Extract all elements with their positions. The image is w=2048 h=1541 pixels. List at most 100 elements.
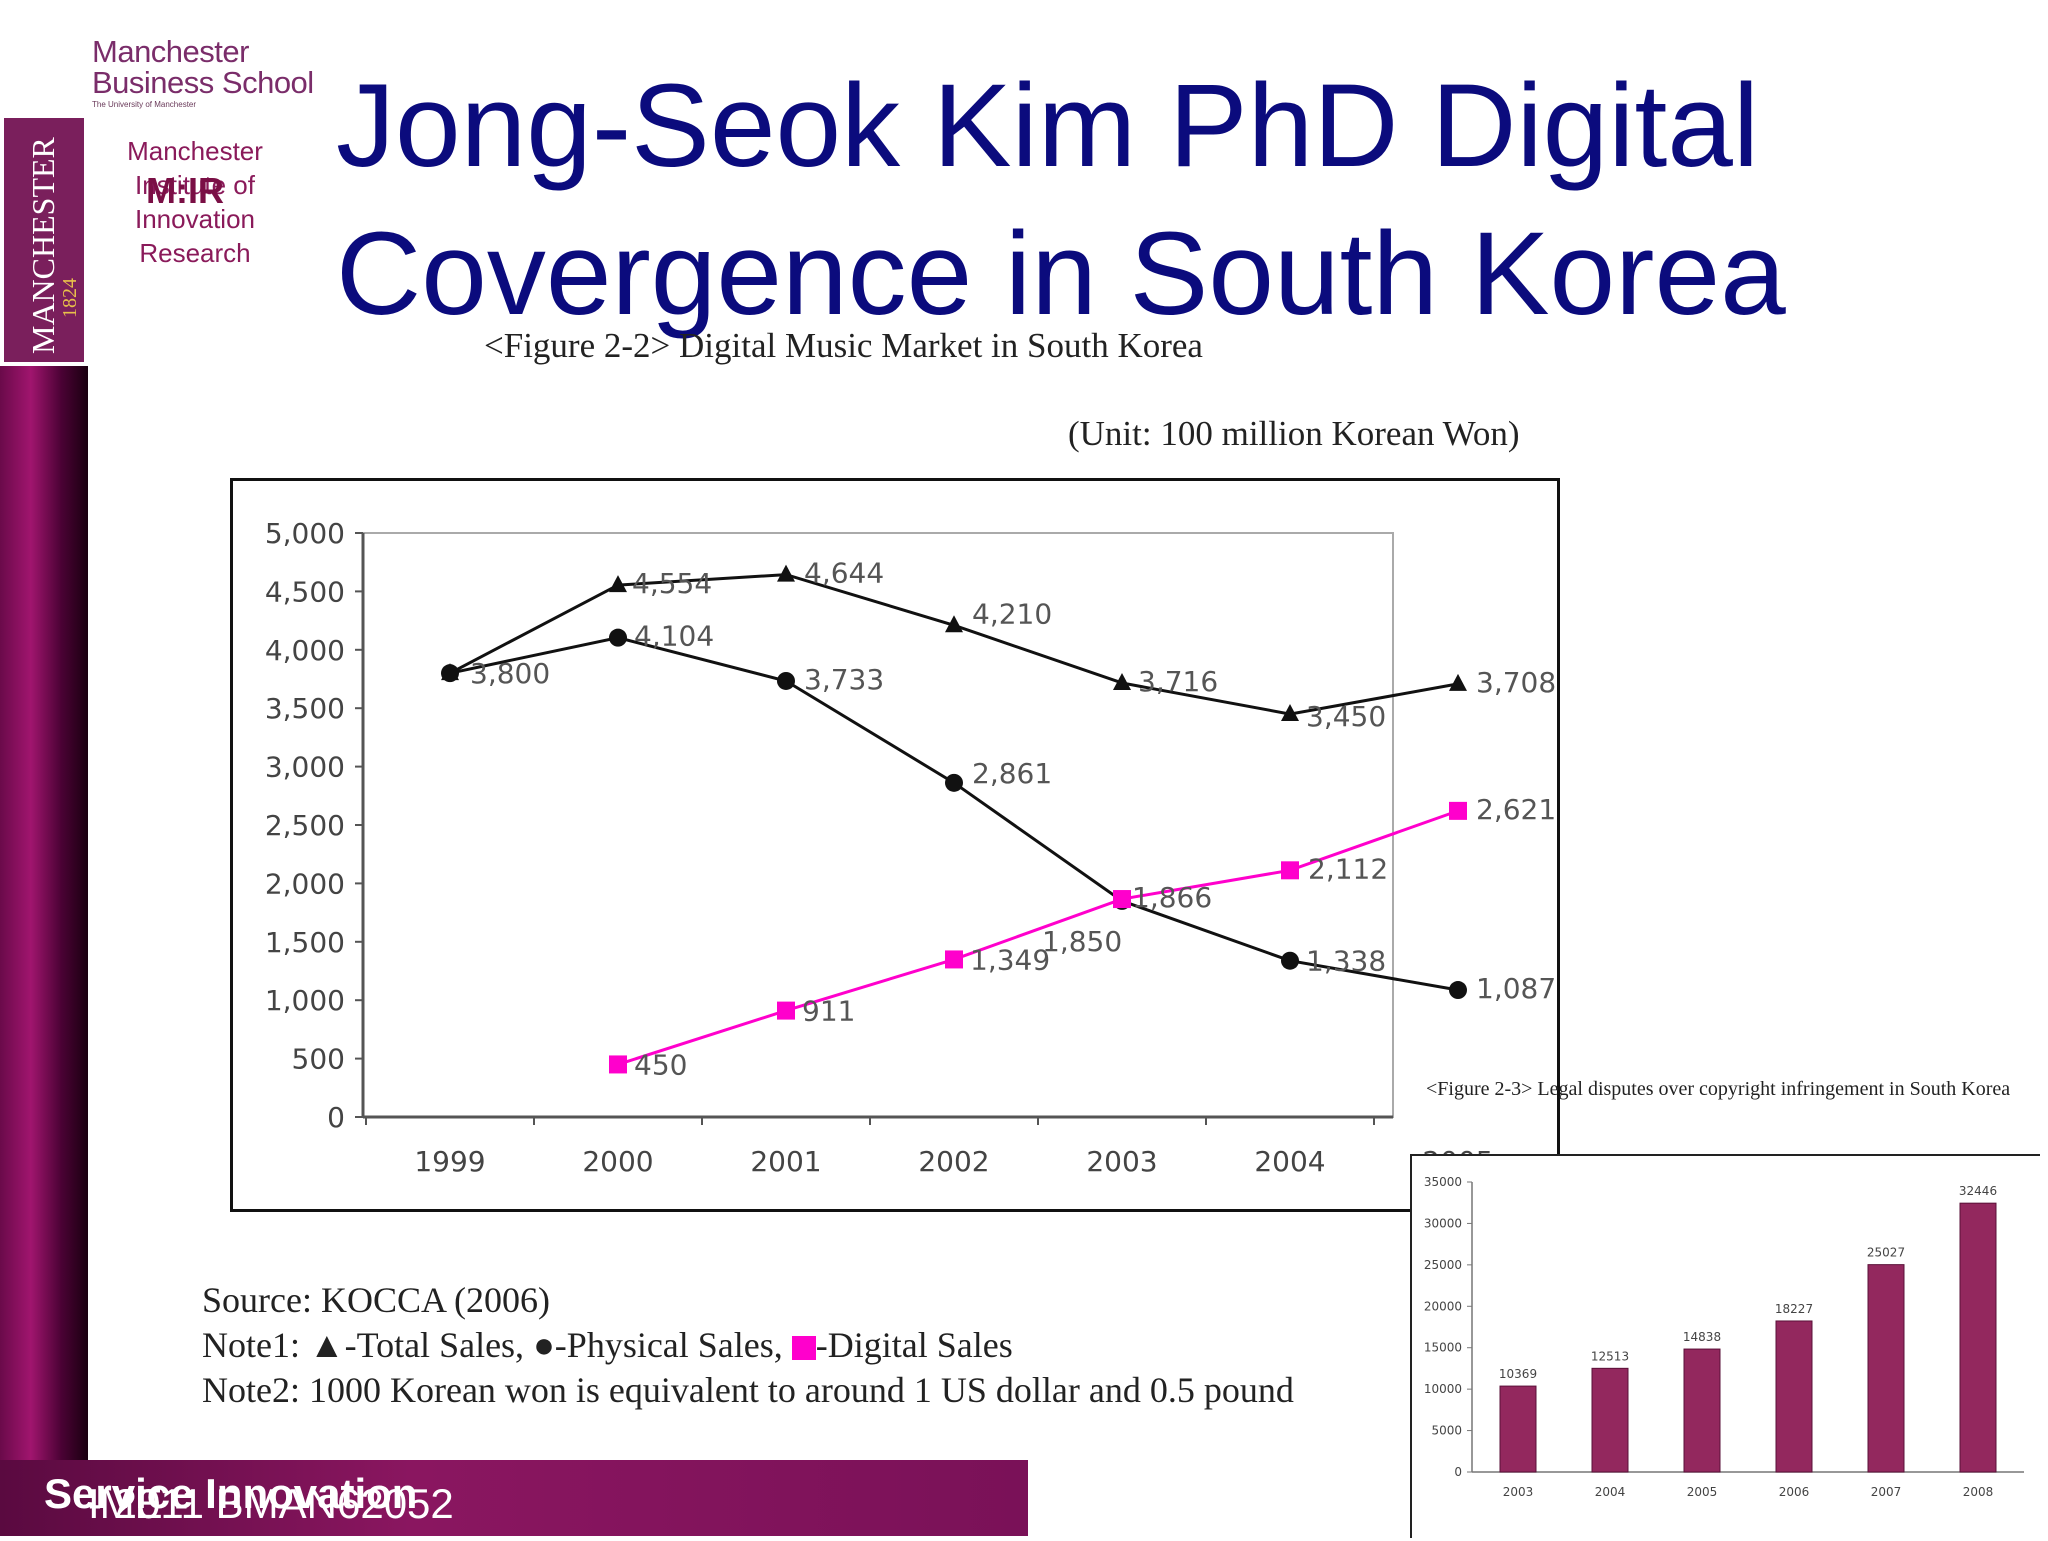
marker-total — [945, 615, 963, 633]
note1-total: ▲-Total Sales, — [308, 1325, 534, 1365]
marker-physical — [945, 773, 963, 792]
footer-suffix: - 2011 BMAN62052 — [88, 1480, 454, 1527]
data-label-physical: 4,104 — [634, 620, 714, 653]
y-tick-label: 2,000 — [265, 867, 345, 900]
y-tick-label: 3,500 — [265, 692, 345, 725]
marker-physical — [441, 664, 459, 683]
footer-bar: IME - Service Innovation - 2011 BMAN6205… — [0, 1460, 1028, 1536]
bar — [1867, 1264, 1905, 1473]
data-label-physical: 1,338 — [1306, 945, 1386, 978]
figure1-notes: Source: KOCCA (2006) Note1: ▲-Total Sale… — [202, 1278, 1294, 1413]
left-sidebar-band — [0, 366, 88, 1470]
university-crest: MANCHESTER 1824 — [4, 118, 84, 362]
marker-digital — [609, 1055, 627, 1074]
bar-y-tick-label: 25000 — [1424, 1258, 1462, 1272]
bar-value-label: 18227 — [1775, 1302, 1813, 1316]
marker-digital — [1449, 801, 1467, 820]
y-tick-label: 2,500 — [265, 809, 345, 842]
data-label-digital: 1,866 — [1132, 881, 1212, 914]
data-label-physical: 1,850 — [1042, 925, 1122, 958]
bar-category-label: 2004 — [1595, 1485, 1626, 1499]
miir-line4: Research — [139, 238, 251, 268]
marker-total — [1449, 673, 1467, 691]
slide-title: Jong-Seok Kim PhD Digital Covergence in … — [336, 52, 1786, 348]
marker-total — [1113, 672, 1131, 690]
marker-digital — [1113, 890, 1131, 909]
miir-line3: Innovation — [135, 204, 255, 234]
series-line-total — [449, 573, 1459, 716]
crest-year: 1824 — [59, 278, 81, 318]
marker-digital — [945, 950, 963, 969]
slide-title-line2: Covergence in South Korea — [336, 208, 1786, 340]
y-tick-label: 5,000 — [265, 517, 345, 550]
y-tick-label: 1,500 — [265, 926, 345, 959]
data-label-physical: 1,087 — [1476, 972, 1556, 1005]
series-line-physical — [449, 636, 1459, 992]
marker-total — [609, 575, 627, 593]
bar-category-label: 2007 — [1871, 1485, 1902, 1499]
bar-y-tick-label: 5000 — [1431, 1424, 1462, 1438]
mbs-logo-line3: The University of Manchester — [92, 100, 197, 109]
marker-digital — [1281, 861, 1299, 880]
figure1-caption: <Figure 2-2> Digital Music Market in Sou… — [484, 326, 1203, 365]
miir-logo: Manchester Institute of Innovation Resea… — [110, 134, 280, 270]
data-label-physical: 3,800 — [470, 657, 550, 690]
data-label-physical: 3,733 — [804, 663, 884, 696]
marker-total — [777, 564, 795, 582]
bar — [1775, 1320, 1813, 1473]
bar-y-tick-label: 15000 — [1424, 1341, 1462, 1355]
bar — [1499, 1385, 1537, 1473]
x-tick-label: 2003 — [1086, 1145, 1157, 1178]
bar — [1683, 1348, 1721, 1473]
mbs-logo-line1: Manchester — [92, 34, 249, 69]
footer-prefix: IME - — [88, 1480, 189, 1527]
note1-digital: -Digital Sales — [815, 1325, 1013, 1365]
marker-total — [1281, 704, 1299, 722]
marker-physical — [609, 628, 627, 647]
miir-line1: Manchester — [127, 136, 263, 166]
figure1-note1: Note1: ▲-Total Sales, ●-Physical Sales, … — [202, 1323, 1294, 1368]
figure1-unit: (Unit: 100 million Korean Won) — [1068, 414, 1520, 453]
line-chart-frame: 0 500 1,000 1,500 2,000 2,500 3,000 3,500 4,000 4… — [230, 478, 1560, 1212]
bar-y-tick-label: 20000 — [1424, 1299, 1462, 1313]
footer-bold: Service Innovation — [44, 1470, 418, 1517]
plot-area-border — [362, 532, 1394, 1118]
crest-graphic: MANCHESTER 1824 — [25, 136, 81, 354]
data-label-physical: 2,861 — [972, 757, 1052, 790]
bar-value-label: 10369 — [1499, 1367, 1537, 1381]
line-chart: 0 500 1,000 1,500 2,000 2,500 3,000 3,500 4,000 4… — [265, 517, 1556, 1178]
bar-category-label: 2005 — [1687, 1485, 1718, 1499]
bar-category-label: 2003 — [1503, 1485, 1534, 1499]
bar-chart-frame: 0 5000 10000 15000 20000 25000 30000 35000 10369… — [1410, 1154, 2040, 1538]
bar-chart: 0 5000 10000 15000 20000 25000 30000 35000 10369… — [1424, 1175, 2024, 1499]
data-label-total: 3,450 — [1306, 700, 1386, 733]
slide-title-line1: Jong-Seok Kim PhD Digital — [336, 60, 1760, 192]
mbs-logo-line2: Business School — [92, 65, 314, 100]
bar-y-tick-label: 30000 — [1424, 1216, 1462, 1230]
bar-y-tick-label: 0 — [1454, 1465, 1462, 1479]
bar-value-label: 14838 — [1683, 1330, 1721, 1344]
note1-prefix: Note1: — [202, 1325, 309, 1365]
data-label-total: 4,644 — [804, 557, 884, 590]
data-label-digital: 2,621 — [1476, 793, 1556, 826]
x-tick-label: 2002 — [918, 1145, 989, 1178]
series-line-digital — [617, 809, 1459, 1066]
crest-text: MANCHESTER — [25, 136, 61, 354]
data-label-total: 4,210 — [972, 597, 1052, 630]
data-label-total: 3,708 — [1476, 666, 1556, 699]
footer-text: IME - Service Innovation - 2011 BMAN6205… — [44, 1470, 454, 1527]
y-tick-label: 1,000 — [265, 984, 345, 1017]
figure1-source: Source: KOCCA (2006) — [202, 1280, 550, 1320]
data-label-digital: 911 — [802, 995, 855, 1028]
marker-physical — [777, 671, 795, 690]
y-tick-label: 4,000 — [265, 634, 345, 667]
y-tick-label: 4,500 — [265, 575, 345, 608]
note1-physical: ●-Physical Sales, — [533, 1325, 792, 1365]
miir-line2: Institute of — [135, 170, 255, 200]
bar-value-label: 32446 — [1959, 1184, 1997, 1198]
x-tick-label: 1999 — [414, 1145, 485, 1178]
bar-category-label: 2006 — [1779, 1485, 1810, 1499]
data-label-digital: 2,112 — [1308, 852, 1388, 885]
x-tick-label: 2001 — [750, 1145, 821, 1178]
bar-category-label: 2008 — [1963, 1485, 1994, 1499]
